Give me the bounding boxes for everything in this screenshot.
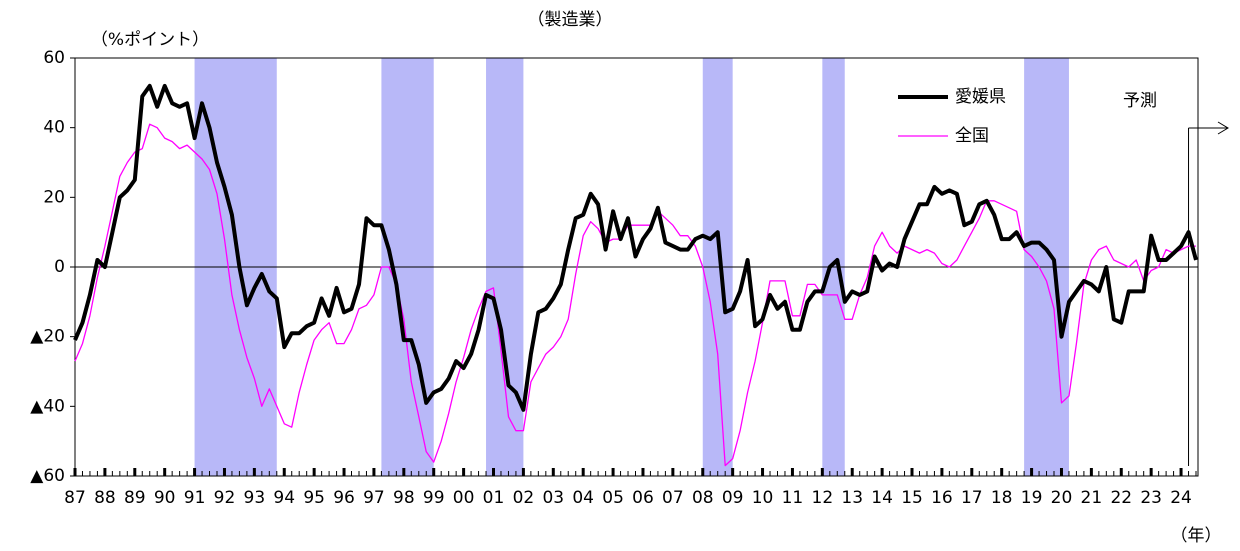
x-tick-label: 97: [363, 488, 385, 508]
x-tick-label: 98: [393, 488, 415, 508]
x-tick-label: 13: [841, 488, 863, 508]
x-tick-label: 92: [214, 488, 236, 508]
x-tick-label: 04: [572, 488, 594, 508]
x-tick-label: 02: [513, 488, 535, 508]
y-tick-label: 20: [43, 187, 65, 207]
x-tick-label: 23: [1140, 488, 1162, 508]
x-tick-label: 89: [124, 488, 146, 508]
x-axis-label: （年）: [1171, 526, 1222, 546]
y-tick-label: ▲60: [30, 466, 65, 486]
x-tick-label: 21: [1081, 488, 1103, 508]
x-tick-label: 00: [453, 488, 475, 508]
x-tick-label: 07: [662, 488, 684, 508]
x-tick-label: 20: [1051, 488, 1073, 508]
x-tick-label: 15: [901, 488, 923, 508]
series-line: [74, 123, 1196, 467]
x-tick-label: 08: [692, 488, 714, 508]
x-tick-label: 96: [333, 488, 355, 508]
x-tick-label: 87: [64, 488, 86, 508]
x-tick-label: 14: [871, 488, 893, 508]
forecast-label: 予測: [1123, 91, 1157, 111]
x-tick-label: 19: [1021, 488, 1043, 508]
x-tick-label: 10: [752, 488, 774, 508]
y-tick-label: 60: [43, 48, 65, 68]
y-tick-label: 0: [54, 257, 65, 277]
x-tick-label: 06: [632, 488, 654, 508]
legend-label: 全国: [955, 126, 989, 146]
x-tick-label: 05: [602, 488, 624, 508]
x-tick-label: 99: [423, 488, 445, 508]
x-tick-label: 11: [782, 488, 804, 508]
x-tick-label: 03: [542, 488, 564, 508]
x-tick-label: 01: [483, 488, 505, 508]
x-tick-label: 94: [273, 488, 295, 508]
y-tick-label: ▲20: [30, 327, 65, 347]
x-tick-label: 93: [244, 488, 266, 508]
x-tick-label: 24: [1170, 488, 1192, 508]
y-tick-label: 40: [43, 118, 65, 138]
x-tick-label: 12: [812, 488, 834, 508]
x-tick-label: 18: [991, 488, 1013, 508]
legend-label: 愛媛県: [955, 87, 1006, 107]
y-tick-label: ▲40: [30, 396, 65, 416]
x-tick-label: 09: [722, 488, 744, 508]
x-tick-label: 88: [94, 488, 116, 508]
y-axis-label: （%ポイント）: [91, 30, 209, 50]
x-tick-label: 22: [1110, 488, 1132, 508]
forecast-arrowhead: [1217, 121, 1229, 135]
x-tick-label: 17: [961, 488, 983, 508]
x-tick-label: 90: [154, 488, 176, 508]
x-tick-label: 91: [184, 488, 206, 508]
x-tick-label: 95: [303, 488, 325, 508]
x-tick-label: 16: [931, 488, 953, 508]
series-line: [73, 83, 1198, 412]
chart-title: （製造業）: [528, 10, 613, 30]
